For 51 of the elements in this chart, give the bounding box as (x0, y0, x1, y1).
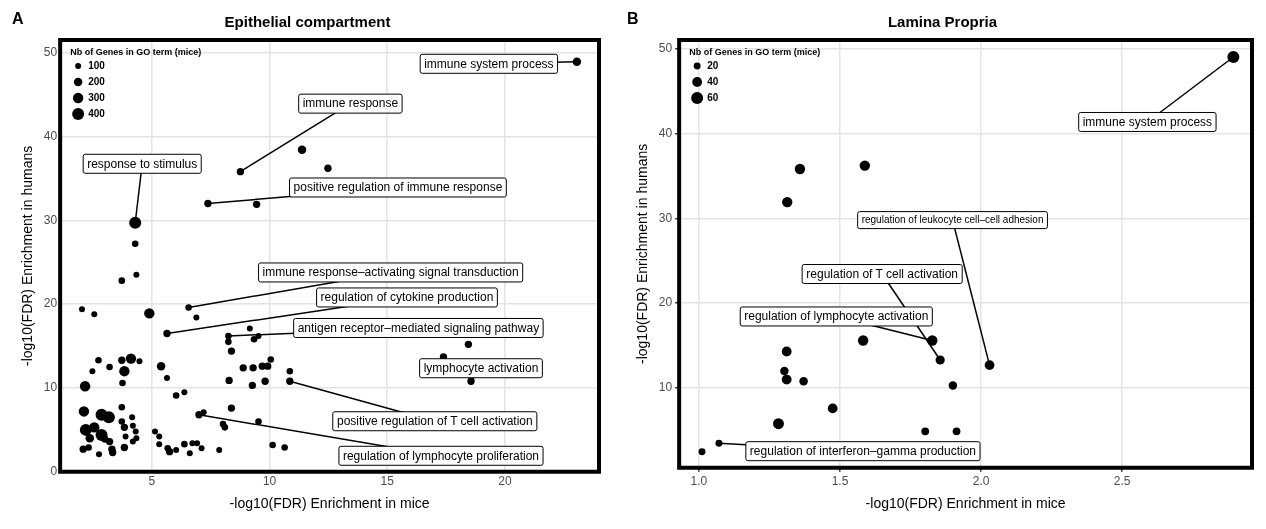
legend-label: 200 (88, 75, 106, 87)
x-tick-label: 2.5 (1113, 474, 1131, 489)
x-tick-label: 10 (262, 474, 277, 489)
annotation: regulation of T cell activation (806, 266, 958, 281)
legend-label: 40 (707, 75, 719, 87)
y-tick-label: 40 (43, 128, 58, 143)
chart-title: Lamina Propria (887, 13, 998, 31)
annotation: regulation of lymphocyte proliferation (342, 448, 540, 463)
text: A (12, 10, 24, 28)
annotation: regulation of cytokine production (320, 290, 494, 305)
annotation: lymphocyte activation (423, 361, 539, 376)
y-tick-label: 30 (658, 210, 673, 225)
x-axis-title: -log10(FDR) Enrichment in mice (865, 495, 1066, 512)
annotation: positive regulation of T cell activation (336, 414, 533, 429)
legend-label: 300 (88, 91, 106, 103)
y-tick-label: 10 (658, 380, 673, 395)
x-tick-label: 20 (498, 474, 512, 489)
annotation: response to stimulus (87, 156, 198, 171)
x-tick-label: 1.5 (831, 474, 849, 489)
annotation: regulation of interferon–gamma production (749, 444, 977, 458)
y-tick-label: 10 (43, 380, 58, 395)
y-tick-label: 40 (658, 125, 673, 140)
y-tick-label: 20 (658, 295, 673, 310)
annotation: positive regulation of immune response (293, 180, 503, 195)
legend-label: 100 (88, 59, 106, 71)
y-tick-label: 0 (50, 464, 58, 479)
annotation: regulation of lymphocyte activation (744, 309, 929, 324)
legend-title: Nb of Genes in GO term (mice) (689, 46, 821, 57)
x-tick-label: 1.0 (690, 474, 708, 489)
annotation: antigen receptor–mediated signaling pathway (297, 320, 540, 335)
legend-label: 20 (707, 59, 719, 71)
x-tick-label: 2.0 (972, 474, 990, 489)
annotation: immune response–activating signal transduction (262, 265, 519, 280)
y-axis-title: -log10(FDR) Enrichment in humans (634, 143, 651, 364)
legend-label: 60 (707, 91, 719, 103)
x-tick-label: 15 (380, 474, 395, 489)
annotation: immune system process (1082, 114, 1213, 129)
text: B (627, 10, 639, 28)
x-axis-title: -log10(FDR) Enrichment in mice (229, 495, 430, 512)
y-tick-label: 50 (43, 44, 58, 59)
y-axis-title: -log10(FDR) Enrichment in humans (19, 145, 36, 366)
annotation: immune system process (424, 56, 554, 71)
chart-title: Epithelial compartment (224, 13, 391, 31)
y-tick-label: 50 (658, 40, 673, 55)
legend-title: Nb of Genes in GO term (mice) (70, 46, 202, 57)
annotation: regulation of leukocyte cell–cell adhesion (861, 214, 1044, 226)
y-tick-label: 30 (43, 212, 58, 227)
x-tick-label: 5 (148, 474, 156, 489)
annotation: immune response (302, 96, 399, 111)
legend-label: 400 (88, 107, 106, 119)
y-tick-label: 20 (43, 296, 58, 311)
